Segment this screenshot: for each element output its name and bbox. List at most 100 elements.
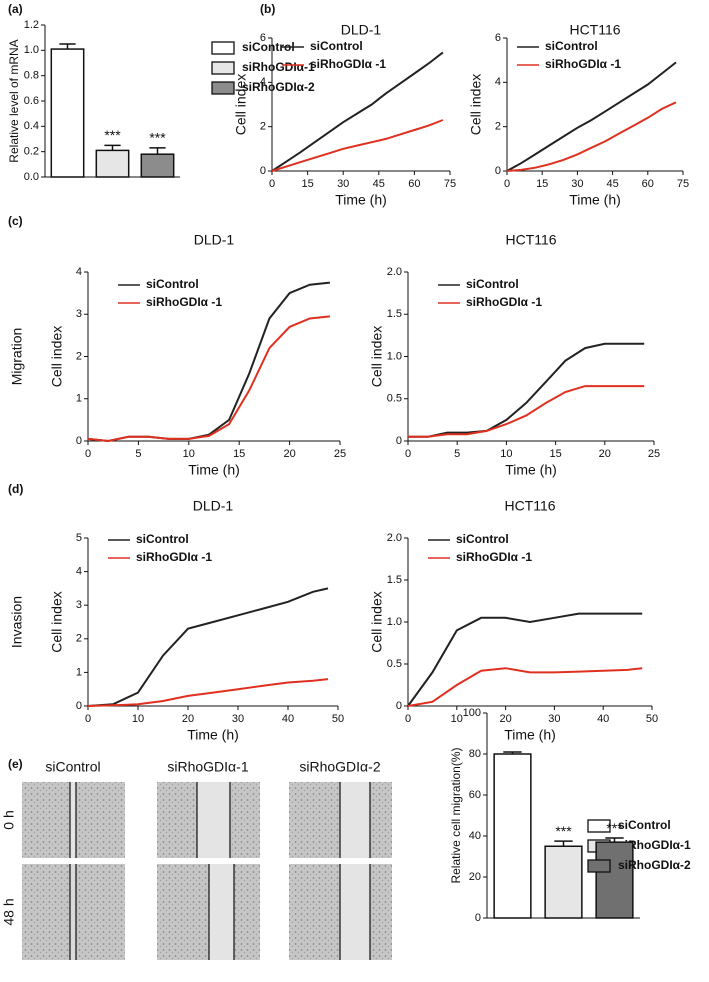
series-line [271,119,444,172]
y-tick-label: 0 [76,700,82,712]
x-tick-label: 0 [405,448,411,460]
y-tick-label: 0 [76,435,82,447]
image-column-label: siRhoGDIα-2 [299,759,380,775]
x-tick-label: 75 [444,178,456,190]
chart-title: HCT116 [569,22,620,38]
x-tick-label: 5 [454,448,460,460]
image-row-label: 0 h [1,810,17,829]
x-tick-label: 50 [646,713,658,725]
x-tick-label: 25 [648,448,660,460]
series-line [407,667,643,707]
y-tick-label: 4 [76,266,82,278]
bar [50,48,85,178]
series-line [87,678,329,707]
legend-swatch [211,81,235,95]
y-tick-label: 20 [469,871,481,883]
x-tick-label: 40 [597,713,609,725]
x-tick-label: 10 [183,448,195,460]
x-tick-label: 20 [182,713,194,725]
series-line [87,315,331,443]
scratch-gap [209,864,234,960]
y-axis-label: Relative level of mRNA [7,39,21,162]
significance: *** [555,823,572,839]
y-tick-label: 1.5 [387,308,402,320]
x-tick-label: 20 [499,713,511,725]
legend-label: siRhoGDIα-2 [242,80,315,94]
panel-label: (b) [260,2,275,16]
legend-label: siControl [466,277,519,291]
error-bar [149,147,166,155]
legend-label: siRhoGDIα-1 [618,838,691,852]
legend-label: siControl [146,277,199,291]
x-tick-label: 50 [332,713,344,725]
legend-swatch [211,61,235,75]
x-tick-label: 30 [571,178,583,190]
y-tick-label: 0 [475,912,481,924]
x-tick-label: 60 [408,178,420,190]
y-tick-label: 0.8 [24,70,39,82]
error-bar [59,43,76,50]
x-axis-label: Time (h) [505,462,557,478]
y-tick-label: 1.0 [387,350,402,362]
x-axis-label: Time (h) [504,727,556,743]
x-tick-label: 10 [451,713,463,725]
significance: *** [104,127,121,143]
x-tick-label: 0 [85,713,91,725]
error-bar [605,837,624,843]
x-tick-label: 0 [269,178,275,190]
y-tick-label: 0 [396,700,402,712]
y-tick-label: 4 [260,76,266,88]
legend-label: siControl [456,532,509,546]
scratch-gap [340,782,370,858]
y-tick-label: 60 [469,789,481,801]
series-line [271,51,444,172]
y-tick-label: 6 [495,32,501,44]
series-line [506,101,677,172]
y-axis-label: Cell index [468,74,484,135]
y-axis-label: Cell index [369,326,385,387]
x-axis-label: Time (h) [187,727,239,743]
chart-title: DLD-1 [341,22,382,38]
scratch-gap [197,782,230,858]
error-bar [503,751,522,754]
legend-label: siControl [545,39,598,53]
error-bar [104,144,121,151]
y-tick-label: 0.5 [387,658,402,670]
x-tick-label: 30 [232,713,244,725]
y-tick-label: 0 [495,165,501,177]
x-tick-label: 15 [301,178,313,190]
y-tick-label: 6 [260,32,266,44]
y-tick-label: 100 [463,707,481,719]
image-column-label: siControl [45,759,100,775]
y-axis-label: Cell index [49,591,65,652]
series-line [407,612,643,707]
series-line [87,587,329,707]
legend-swatch [211,41,235,55]
x-tick-label: 5 [135,448,141,460]
y-tick-label: 0.6 [24,95,39,107]
row-label: Migration [9,328,25,386]
y-tick-label: 2 [495,121,501,133]
y-tick-label: 80 [469,748,481,760]
y-tick-label: 2 [260,121,266,133]
y-tick-label: 1.5 [387,574,402,586]
y-tick-label: 1.0 [24,44,39,56]
row-label: Invasion [9,596,25,648]
x-tick-label: 60 [642,178,654,190]
x-tick-label: 30 [337,178,349,190]
y-tick-label: 1.2 [24,19,39,31]
series-line [506,61,677,172]
bar [493,753,532,919]
error-bar [554,840,573,847]
y-tick-label: 0 [260,165,266,177]
legend-label: siRhoGDIα -1 [466,295,542,309]
scratch-gap [70,864,76,960]
x-tick-label: 0 [405,713,411,725]
x-tick-label: 15 [549,448,561,460]
legend-swatch [587,819,611,833]
x-tick-label: 15 [536,178,548,190]
legend-label: siRhoGDIα -1 [136,550,212,564]
bar [595,841,634,919]
panel-label: (d) [8,482,23,496]
